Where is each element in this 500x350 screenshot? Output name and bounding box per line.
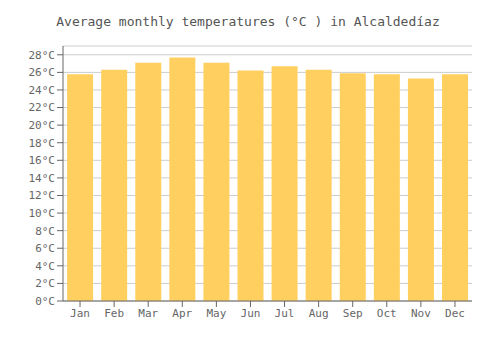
svg-text:14°C: 14°C [29, 172, 56, 185]
svg-text:6°C: 6°C [35, 242, 55, 255]
svg-text:Sep: Sep [343, 307, 363, 320]
svg-text:4°C: 4°C [35, 260, 55, 273]
svg-text:Jan: Jan [70, 307, 90, 320]
svg-text:Dec: Dec [445, 307, 465, 320]
svg-text:2°C: 2°C [35, 277, 55, 290]
svg-text:18°C: 18°C [29, 137, 56, 150]
svg-text:20°C: 20°C [29, 119, 56, 132]
svg-text:26°C: 26°C [29, 66, 56, 79]
svg-text:28°C: 28°C [29, 49, 56, 62]
svg-text:Nov: Nov [411, 307, 431, 320]
svg-text:Mar: Mar [138, 307, 158, 320]
svg-text:16°C: 16°C [29, 154, 56, 167]
svg-text:Aug: Aug [309, 307, 329, 320]
svg-text:8°C: 8°C [35, 225, 55, 238]
svg-text:Jun: Jun [241, 307, 261, 320]
svg-text:0°C: 0°C [35, 295, 55, 308]
svg-text:Oct: Oct [377, 307, 397, 320]
svg-text:May: May [206, 307, 226, 320]
svg-text:Apr: Apr [172, 307, 192, 320]
html-text:Average monthly temperatures (: Average monthly temperatures (°C ) in Al… [56, 14, 440, 29]
svg-text:22°C: 22°C [29, 101, 56, 114]
svg-text:Jul: Jul [275, 307, 295, 320]
svg-text:24°C: 24°C [29, 84, 56, 97]
svg-text:12°C: 12°C [29, 189, 56, 202]
svg-text:10°C: 10°C [29, 207, 56, 220]
svg-text:Feb: Feb [104, 307, 124, 320]
